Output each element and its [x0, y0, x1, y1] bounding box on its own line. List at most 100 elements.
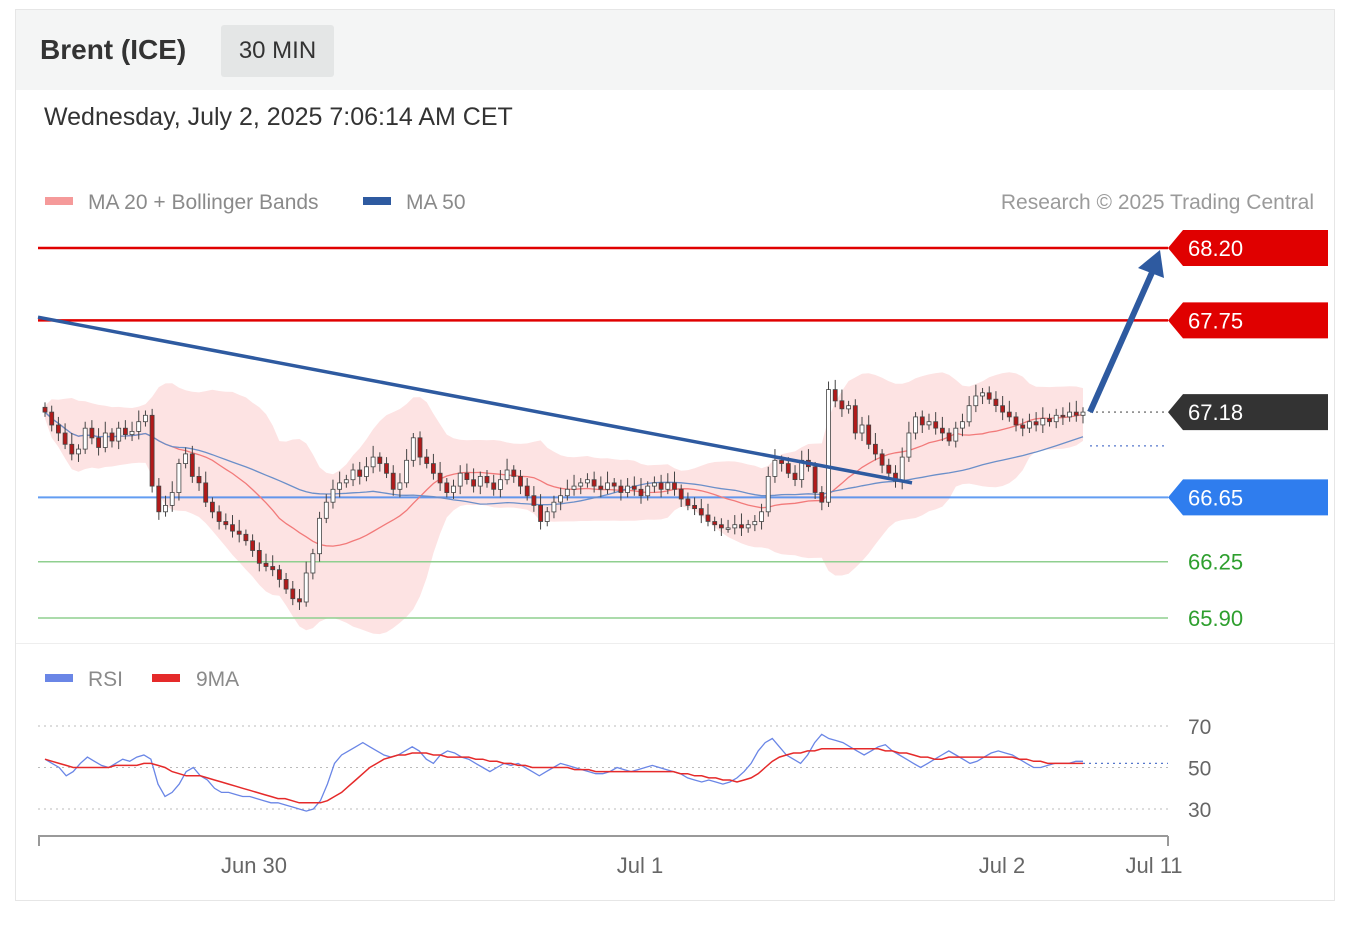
candle-body: [705, 514, 711, 522]
candle-body: [913, 416, 918, 434]
panel-separator: [16, 643, 1334, 644]
candle: [1033, 412, 1039, 432]
candle: [464, 463, 470, 485]
candle-body: [464, 472, 470, 481]
candle-body: [471, 479, 477, 487]
candle: [377, 452, 383, 472]
ma50-legend-swatch: [363, 197, 391, 205]
candle-body: [886, 464, 892, 474]
timeframe-button[interactable]: 30 MIN: [221, 25, 334, 77]
candle-body: [337, 482, 343, 490]
candle-body: [430, 463, 436, 474]
candle-body: [76, 448, 81, 455]
candle-body: [129, 430, 135, 435]
forecast-arrow-shaft: [1087, 266, 1157, 414]
candle: [156, 478, 162, 520]
candle: [363, 457, 369, 482]
candle: [966, 396, 972, 427]
candle-body: [451, 485, 456, 493]
candle-body: [109, 432, 115, 442]
candle-body: [511, 469, 517, 477]
candle-body: [960, 421, 965, 429]
support-label: 66.25: [1188, 550, 1243, 575]
candle-body: [839, 400, 845, 410]
candle-body: [330, 488, 336, 503]
candle-body: [230, 524, 235, 532]
candle-body: [1006, 411, 1012, 418]
candle-body: [739, 524, 744, 529]
candle: [511, 465, 517, 483]
candle: [712, 516, 718, 532]
candle: [672, 471, 677, 496]
candle-body: [812, 466, 818, 493]
candle-body: [759, 511, 764, 522]
candle-body: [370, 456, 376, 468]
candle-body: [156, 485, 162, 513]
candle-body: [598, 485, 604, 490]
candle-body: [859, 424, 865, 434]
rsi-legend-swatch: [45, 674, 73, 682]
candle-body: [571, 485, 577, 490]
candle: [62, 423, 68, 450]
candle-body: [283, 579, 289, 590]
candle: [337, 471, 343, 498]
candle: [544, 507, 550, 527]
candle-body: [149, 414, 155, 487]
candle: [323, 494, 329, 524]
candle: [531, 486, 537, 512]
candle: [879, 449, 885, 474]
candle-body: [1033, 421, 1039, 426]
candle: [940, 416, 945, 442]
candle-body: [62, 432, 68, 445]
candle-body: [444, 482, 450, 493]
candle: [290, 581, 296, 606]
rsi-tick-label: 30: [1188, 799, 1211, 822]
resistance-label: 68.20: [1188, 236, 1243, 261]
candle-body: [652, 482, 657, 487]
candle-body: [303, 572, 309, 603]
candle: [1053, 408, 1059, 429]
candle-body: [116, 427, 122, 442]
candle: [551, 495, 557, 519]
candle-body: [209, 501, 215, 513]
time-tick-label: Jul 2: [979, 853, 1025, 878]
candle: [236, 519, 242, 543]
candle: [859, 416, 865, 442]
candle-body: [986, 392, 992, 400]
candle-body: [250, 540, 256, 551]
candle-body: [1040, 418, 1046, 426]
candle: [719, 518, 724, 536]
candle: [1073, 400, 1079, 422]
candle-body: [631, 485, 637, 490]
chart-header: Brent (ICE) 30 MIN: [16, 10, 1334, 90]
candle-body: [866, 424, 872, 445]
candle: [444, 478, 450, 498]
candle-body: [658, 482, 664, 490]
candle: [518, 470, 523, 495]
candle: [384, 457, 389, 479]
candle: [598, 476, 604, 498]
candle-body: [852, 405, 858, 434]
candle: [906, 421, 912, 462]
candle: [953, 421, 959, 448]
candle: [303, 561, 309, 607]
candle-body: [457, 472, 463, 487]
candle-body: [357, 469, 363, 477]
candle-body: [404, 459, 410, 484]
candle: [752, 515, 758, 532]
support-label: 65.90: [1188, 606, 1243, 631]
candle: [1000, 396, 1005, 421]
candle-body: [765, 475, 771, 513]
candle-body: [437, 472, 443, 484]
candle-body: [1073, 411, 1079, 416]
candle-body: [290, 588, 296, 600]
candle: [491, 474, 497, 496]
candle-body: [69, 443, 75, 455]
candle: [986, 386, 992, 405]
candle: [256, 542, 262, 572]
ma50-legend-label: MA 50: [406, 191, 466, 214]
candle: [585, 473, 590, 488]
candle: [665, 473, 671, 495]
candle: [524, 478, 530, 501]
